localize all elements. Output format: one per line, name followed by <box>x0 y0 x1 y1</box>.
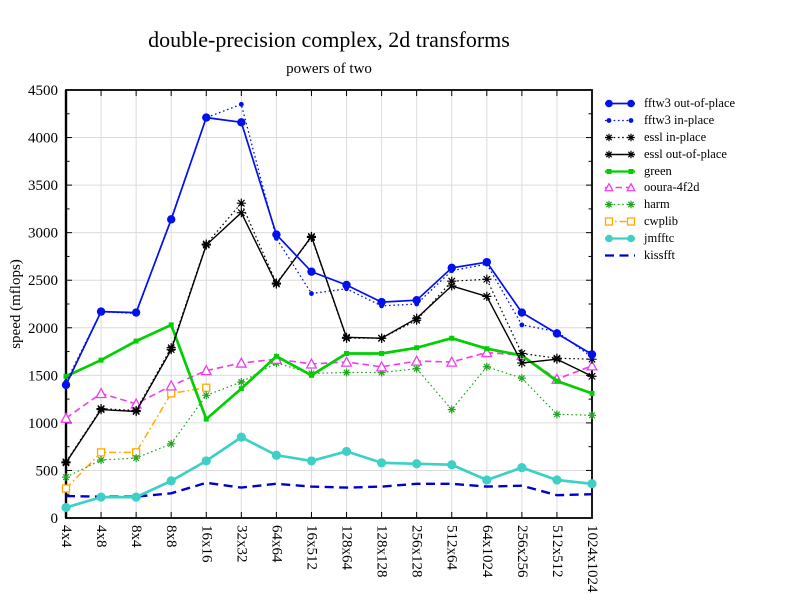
legend-marker-kissfft <box>605 254 635 257</box>
legend-label: fftw3 in-place <box>644 112 715 127</box>
svg-text:4x4: 4x4 <box>58 525 74 548</box>
legend-label: green <box>644 163 672 178</box>
svg-text:1024x1024: 1024x1024 <box>584 525 600 593</box>
legend-label: essl in-place <box>644 129 707 144</box>
legend-marker-harm <box>605 200 635 209</box>
series-harm <box>62 358 596 482</box>
svg-text:2000: 2000 <box>28 321 58 337</box>
series-ooura-4f2d <box>60 346 598 423</box>
svg-text:512x64: 512x64 <box>444 525 460 571</box>
svg-text:16x16: 16x16 <box>198 525 214 563</box>
svg-text:3000: 3000 <box>28 226 58 242</box>
svg-text:256x128: 256x128 <box>409 525 425 578</box>
svg-text:256x256: 256x256 <box>514 525 530 578</box>
legend-item-harm: harm <box>602 196 735 213</box>
svg-text:32x32: 32x32 <box>233 525 249 563</box>
legend-item-ooura-4f2d: ooura-4f2d <box>602 179 735 196</box>
legend-label: jmfftc <box>644 231 675 246</box>
legend-item-essl-out-of-place: essl out-of-place <box>602 146 735 163</box>
legend-item-green: green <box>602 163 735 180</box>
legend-label: harm <box>644 197 670 212</box>
legend-marker-essl-in-place <box>605 133 635 142</box>
chart-legend: fftw3 out-of-place fftw3 in-place essl in-… <box>602 95 735 264</box>
axis-ticks <box>65 89 593 519</box>
series-green <box>63 322 595 422</box>
svg-text:0: 0 <box>51 511 59 527</box>
x-axis-tick-labels: 4x4 4x8 8x4 8x8 16x16 32x32 64x64 16x512 128x64 1… <box>58 525 600 593</box>
svg-text:8x4: 8x4 <box>128 525 144 548</box>
series-fftw3-out-of-place <box>61 113 597 390</box>
chart-subtitle: powers of two <box>286 61 372 77</box>
svg-text:128x128: 128x128 <box>374 525 390 578</box>
legend-marker-essl-out-of-place <box>605 150 635 158</box>
svg-text:4000: 4000 <box>28 131 58 147</box>
legend-item-kissfft: kissfft <box>602 247 735 264</box>
plot-frame <box>65 89 593 519</box>
legend-marker-cwplib <box>604 217 636 226</box>
svg-text:3500: 3500 <box>28 178 58 194</box>
gridlines <box>66 90 592 518</box>
legend-marker-fftw3-in-place <box>605 117 635 123</box>
series-essl-in-place <box>61 198 597 467</box>
series-jmfftc <box>61 432 597 513</box>
legend-label: fftw3 out-of-place <box>644 95 736 110</box>
legend-marker-fftw3-out-of-place <box>605 99 635 108</box>
svg-text:4x8: 4x8 <box>93 525 109 548</box>
legend-marker-ooura-4f2d <box>604 182 636 192</box>
legend-label: essl out-of-place <box>644 146 727 161</box>
legend-item-fftw3-out-of-place: fftw3 out-of-place <box>602 95 735 112</box>
legend-item-essl-in-place: essl in-place <box>602 129 735 146</box>
legend-item-cwplib: cwplib <box>602 213 735 230</box>
svg-text:128x64: 128x64 <box>339 525 355 571</box>
chart-title: double-precision complex, 2d transforms <box>148 27 510 52</box>
svg-text:4500: 4500 <box>28 83 58 99</box>
svg-text:64x64: 64x64 <box>268 525 284 563</box>
svg-text:500: 500 <box>36 463 59 479</box>
legend-label: kissfft <box>644 247 676 262</box>
series-fftw3-in-place <box>63 101 595 385</box>
legend-item-fftw3-in-place: fftw3 in-place <box>602 112 735 129</box>
svg-text:1000: 1000 <box>28 416 58 432</box>
svg-text:2500: 2500 <box>28 273 58 289</box>
y-axis-label: speed (mflops) <box>8 259 24 349</box>
legend-marker-green <box>605 168 635 174</box>
svg-text:1500: 1500 <box>28 368 58 384</box>
series-kissfft <box>65 481 593 498</box>
svg-text:512x512: 512x512 <box>549 525 565 578</box>
legend-label: cwplib <box>644 214 679 229</box>
y-axis-tick-labels: 0 500 1000 1500 2000 2500 3000 3500 4000 4500 <box>28 83 58 527</box>
svg-text:64x1024: 64x1024 <box>479 525 495 578</box>
legend-label: ooura-4f2d <box>644 180 700 195</box>
legend-marker-jmfftc <box>605 234 635 243</box>
svg-text:8x8: 8x8 <box>163 525 179 548</box>
svg-text:16x512: 16x512 <box>303 525 319 570</box>
legend-item-jmfftc: jmfftc <box>602 230 735 247</box>
